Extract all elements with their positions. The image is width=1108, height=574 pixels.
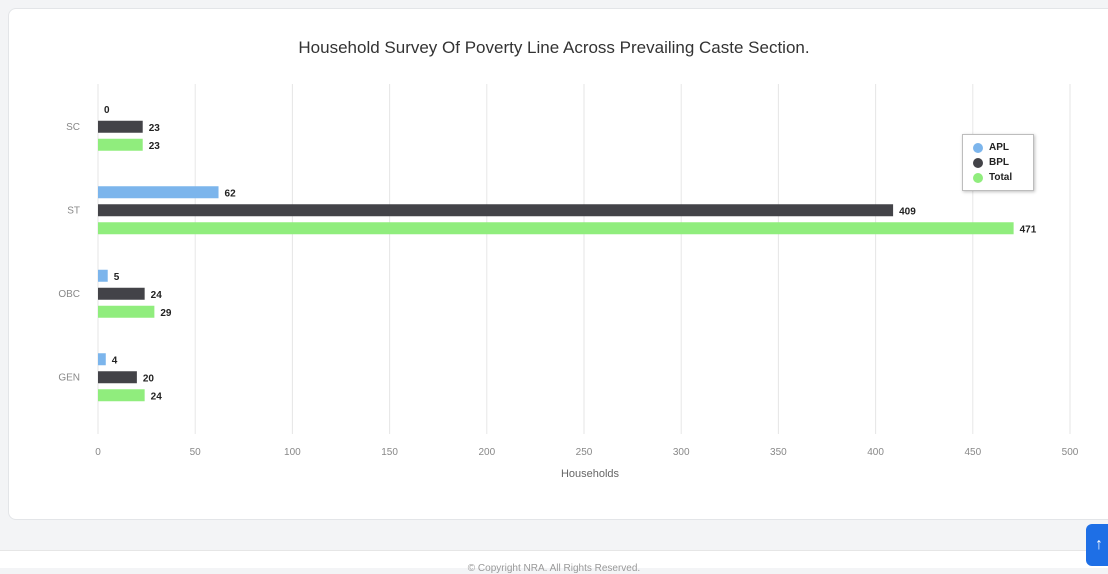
legend-label-apl: APL bbox=[989, 142, 1009, 153]
x-tick-label-450: 450 bbox=[964, 447, 981, 458]
data-label-apl-st: 62 bbox=[225, 188, 237, 199]
bar-apl-gen bbox=[98, 353, 106, 366]
legend-label-total: Total bbox=[989, 172, 1013, 183]
data-label-total-sc: 23 bbox=[149, 141, 161, 152]
data-label-bpl-sc: 23 bbox=[149, 123, 161, 134]
data-label-apl-sc: 0 bbox=[104, 105, 110, 116]
y-category-label-sc: SC bbox=[66, 122, 80, 133]
data-label-total-gen: 24 bbox=[151, 391, 163, 402]
legend-item-apl[interactable]: APL bbox=[973, 140, 1027, 155]
data-label-bpl-obc: 24 bbox=[151, 290, 163, 301]
x-tick-label-350: 350 bbox=[770, 447, 787, 458]
data-label-total-st: 471 bbox=[1020, 224, 1037, 235]
x-tick-label-100: 100 bbox=[284, 447, 301, 458]
footer bbox=[0, 550, 1108, 568]
bar-bpl-gen bbox=[98, 371, 137, 384]
x-tick-label-500: 500 bbox=[1062, 447, 1079, 458]
footer-copyright: © Copyright NRA. All Rights Reserved. bbox=[467, 563, 641, 574]
bar-total-st bbox=[98, 222, 1014, 235]
chart-legend: APL BPL Total bbox=[962, 134, 1034, 191]
x-tick-label-0: 0 bbox=[95, 447, 101, 458]
bar-total-obc bbox=[98, 305, 155, 318]
y-category-label-obc: OBC bbox=[58, 289, 80, 300]
x-axis-title: Households bbox=[561, 468, 620, 480]
legend-item-bpl[interactable]: BPL bbox=[973, 155, 1027, 170]
y-category-label-st: ST bbox=[67, 205, 80, 216]
data-label-bpl-gen: 20 bbox=[143, 373, 155, 384]
x-tick-label-300: 300 bbox=[673, 447, 690, 458]
x-tick-label-250: 250 bbox=[576, 447, 593, 458]
data-label-apl-gen: 4 bbox=[112, 355, 118, 366]
legend-marker-apl bbox=[973, 142, 983, 153]
x-tick-label-50: 50 bbox=[190, 447, 202, 458]
x-tick-label-200: 200 bbox=[478, 447, 495, 458]
data-label-total-obc: 29 bbox=[160, 308, 172, 319]
x-tick-label-150: 150 bbox=[381, 447, 398, 458]
legend-marker-total bbox=[973, 172, 983, 183]
x-tick-label-400: 400 bbox=[867, 447, 884, 458]
chart-card bbox=[8, 8, 1108, 520]
bar-bpl-obc bbox=[98, 287, 145, 300]
bar-total-gen bbox=[98, 389, 145, 402]
bar-bpl-st bbox=[98, 204, 894, 217]
bar-bpl-sc bbox=[98, 120, 143, 133]
legend-label-bpl: BPL bbox=[989, 157, 1009, 168]
legend-item-total[interactable]: Total bbox=[973, 170, 1027, 185]
bar-apl-st bbox=[98, 186, 219, 199]
data-label-apl-obc: 5 bbox=[114, 272, 120, 283]
legend-marker-bpl bbox=[973, 157, 983, 168]
bar-total-sc bbox=[98, 138, 143, 151]
bar-apl-obc bbox=[98, 269, 108, 282]
chart-title: Household Survey Of Poverty Line Across … bbox=[298, 38, 810, 57]
data-label-bpl-st: 409 bbox=[899, 206, 916, 217]
y-category-label-gen: GEN bbox=[58, 372, 80, 383]
scroll-to-top-button[interactable]: ↑ bbox=[1086, 524, 1108, 566]
arrow-up-icon: ↑ bbox=[1095, 536, 1103, 553]
